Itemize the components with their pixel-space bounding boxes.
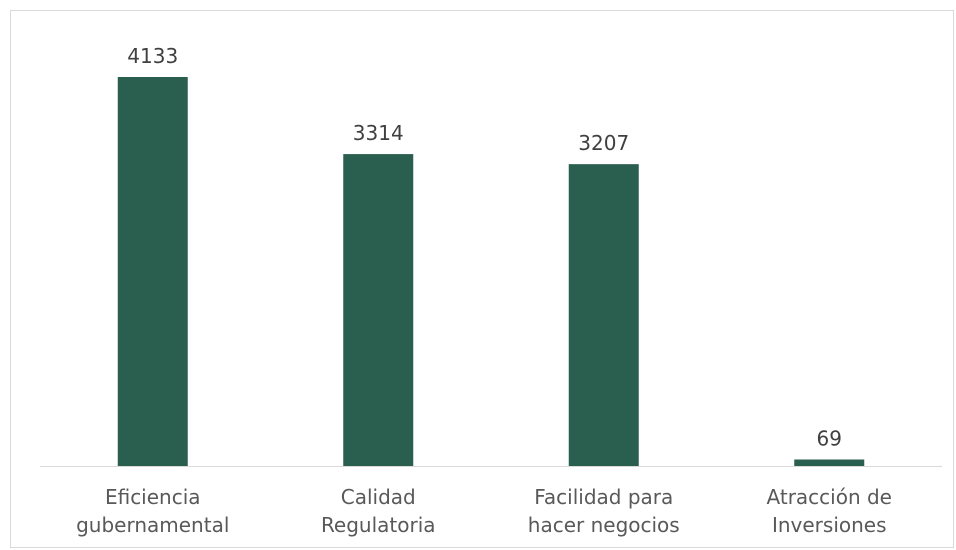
bar-3 bbox=[794, 459, 865, 466]
category-label-3-line-0: Atracción de bbox=[767, 485, 892, 509]
bar-0 bbox=[117, 77, 188, 466]
bar-2 bbox=[568, 164, 639, 466]
data-label-3: 69 bbox=[817, 427, 842, 451]
category-label-0-line-0: Eficiencia bbox=[105, 485, 201, 509]
data-label-1: 3314 bbox=[353, 121, 404, 145]
data-label-2: 3207 bbox=[578, 131, 629, 155]
category-label-1-line-0: Calidad bbox=[341, 485, 416, 509]
category-label-2-line-0: Facilidad para bbox=[534, 485, 673, 509]
category-label-2-line-1: hacer negocios bbox=[528, 513, 680, 537]
category-label-3-line-1: Inversiones bbox=[772, 513, 887, 537]
bar-1 bbox=[343, 154, 414, 466]
data-label-0: 4133 bbox=[127, 44, 178, 68]
category-label-0-line-1: gubernamental bbox=[76, 513, 229, 537]
category-label-1-line-1: Regulatoria bbox=[321, 513, 436, 537]
